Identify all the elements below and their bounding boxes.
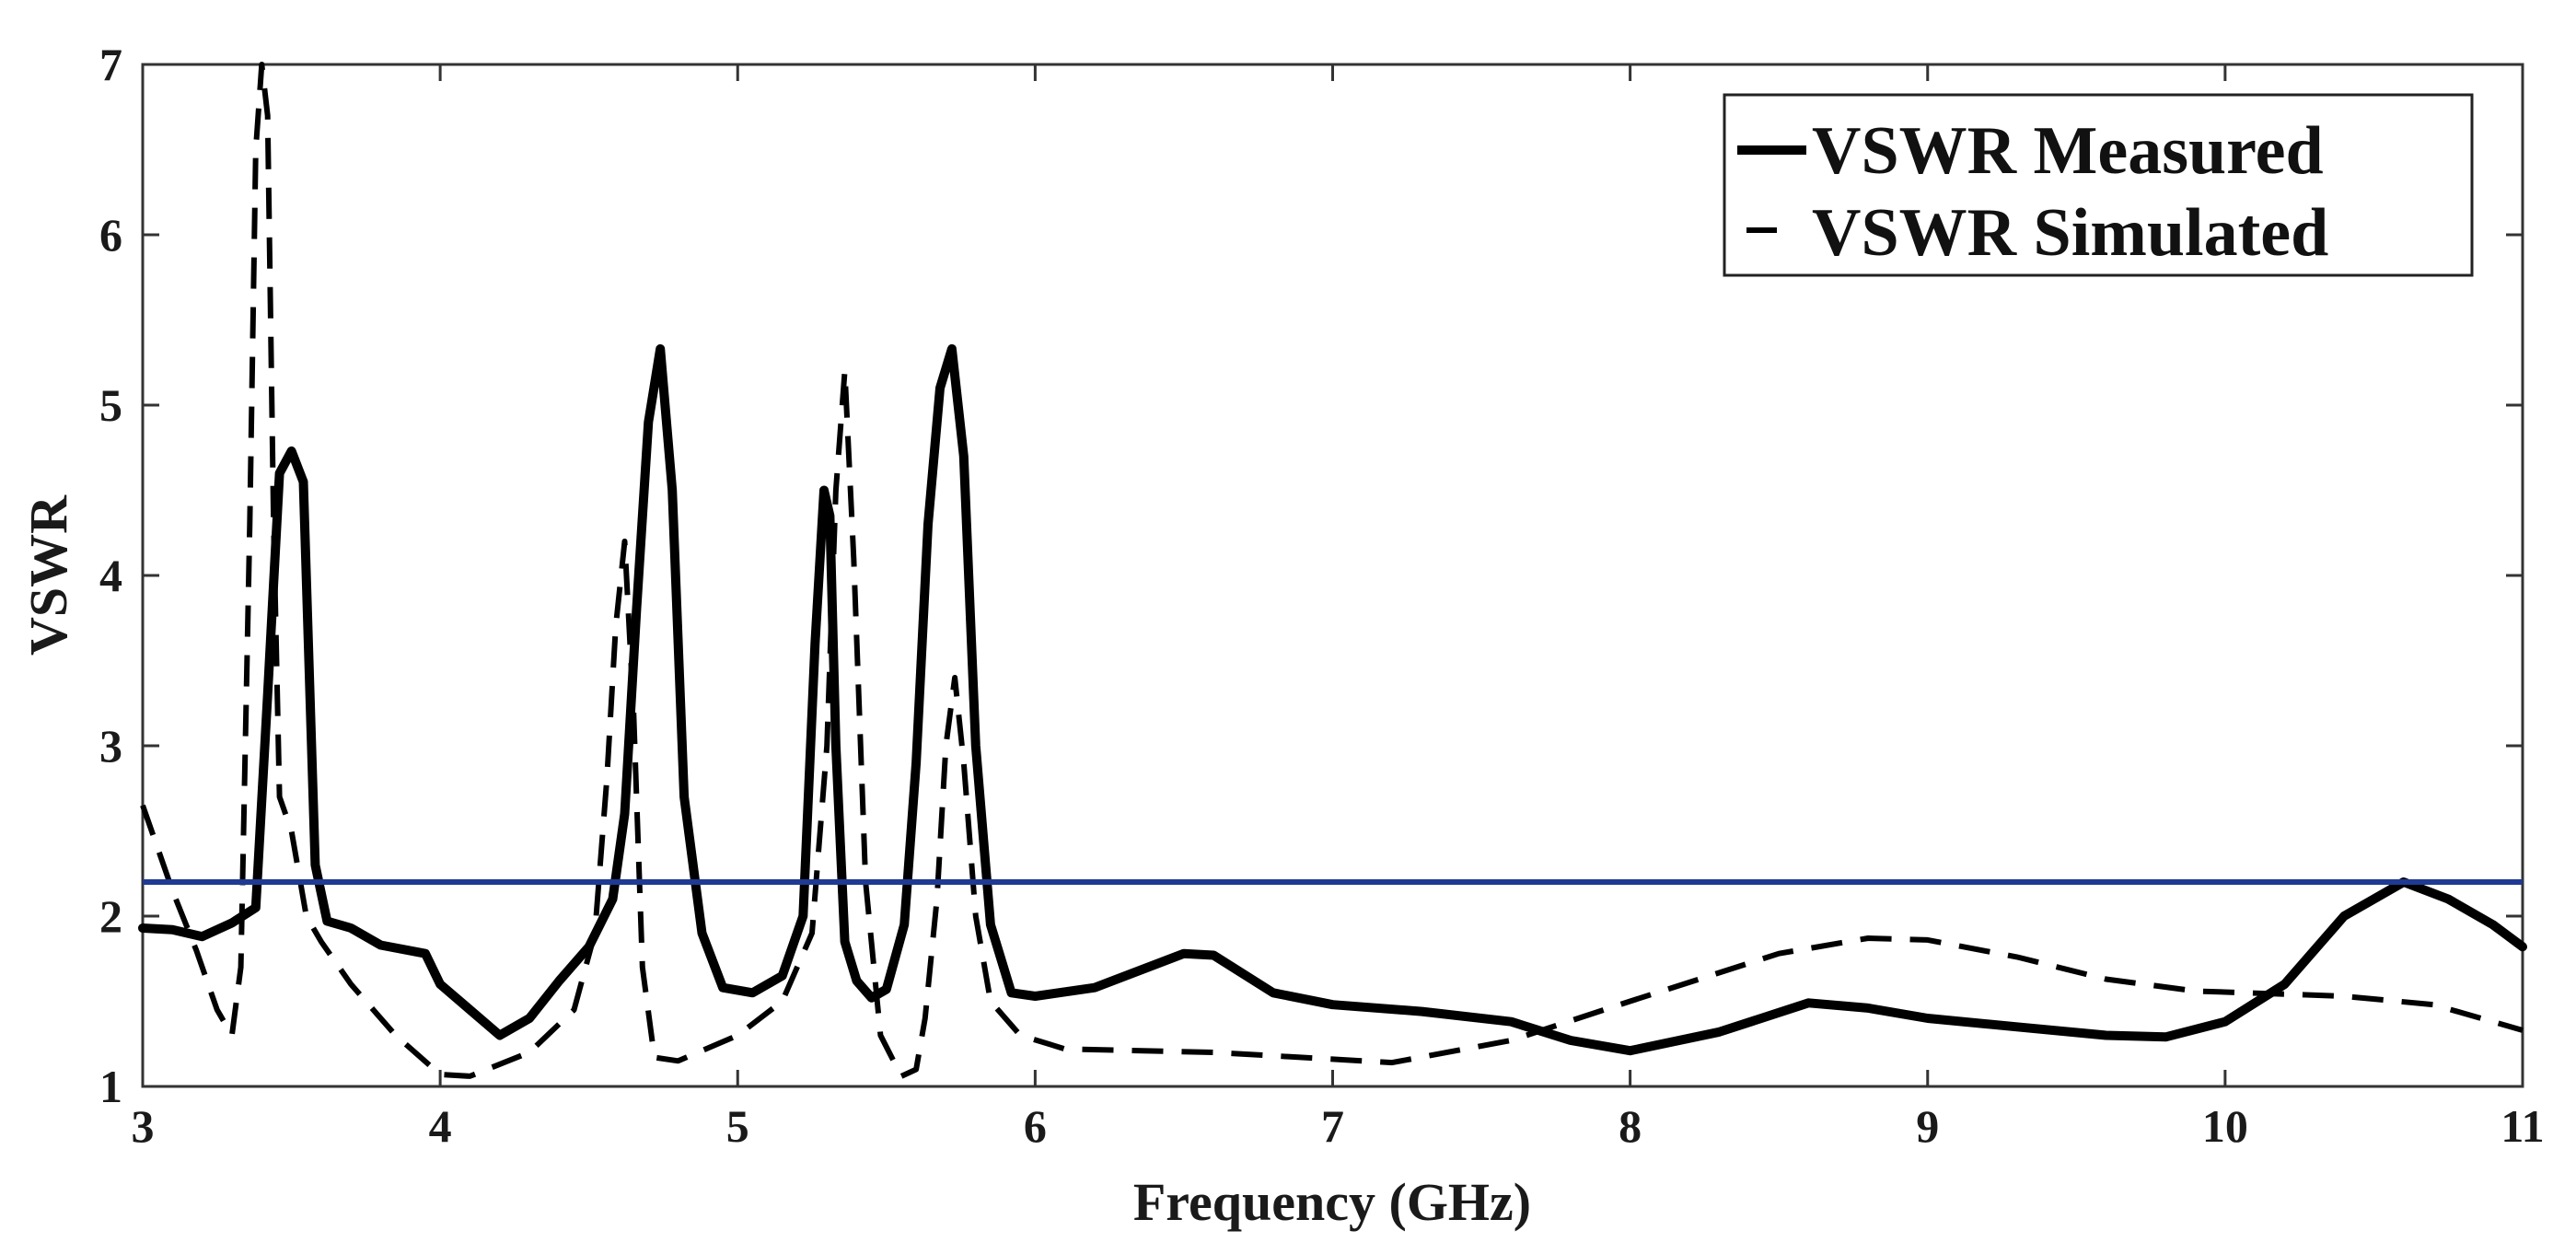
x-tick-labels: 3 4 5 6 7 8 9 10 11 <box>132 1100 2545 1152</box>
x-tick-label-6: 6 <box>1024 1100 1047 1152</box>
measured-series-line <box>138 343 2527 1056</box>
legend-measured-label: VSWR Measured <box>1812 113 2324 189</box>
simulated-series-line <box>140 62 2524 1079</box>
x-tick-label-7: 7 <box>1321 1100 1344 1152</box>
legend-simulated-label: VSWR Simulated <box>1812 195 2328 271</box>
legend-box <box>1723 93 2474 277</box>
x-tick-label-11: 11 <box>2501 1100 2544 1152</box>
y-tick-label-7: 7 <box>99 39 122 90</box>
axis-ticks <box>141 63 2524 1088</box>
x-axis-title: Frequency (GHz) <box>1133 1172 1531 1232</box>
legend: VSWR Measured VSWR Simulated <box>1723 93 2474 277</box>
y-tick-label-6: 6 <box>99 209 122 261</box>
y-tick-labels: 1 2 3 4 5 6 7 <box>99 39 122 1112</box>
y-tick-label-3: 3 <box>99 720 122 772</box>
x-tick-label-4: 4 <box>429 1100 452 1152</box>
x-tick-label-8: 8 <box>1619 1100 1642 1152</box>
y-axis-title: VSWR <box>18 494 78 656</box>
x-tick-label-9: 9 <box>1916 1100 1939 1152</box>
x-tick-label-5: 5 <box>726 1100 749 1152</box>
series-layer <box>138 62 2527 1079</box>
y-tick-label-2: 2 <box>99 890 122 942</box>
x-tick-label-10: 10 <box>2202 1100 2248 1152</box>
x-tick-label-3: 3 <box>132 1100 155 1152</box>
y-tick-label-1: 1 <box>99 1061 122 1112</box>
y-tick-label-4: 4 <box>99 550 122 601</box>
y-tick-label-5: 5 <box>99 379 122 431</box>
